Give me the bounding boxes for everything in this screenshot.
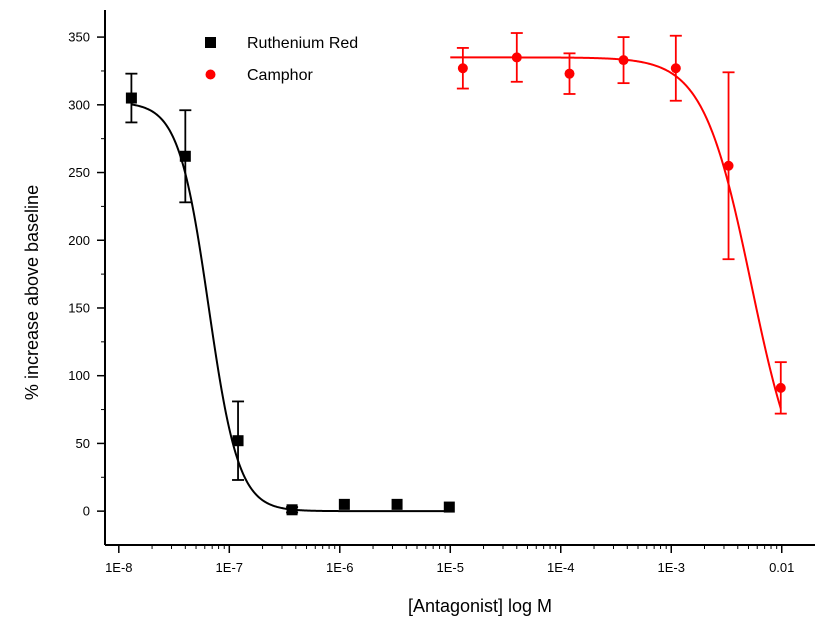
x-tick-label: 1E-8	[105, 560, 132, 575]
y-tick-label: 250	[68, 165, 90, 180]
y-tick-label: 100	[68, 368, 90, 383]
x-axis-title: [Antagonist] log M	[408, 596, 552, 616]
data-point	[564, 68, 575, 79]
legend: Ruthenium Red Camphor	[205, 35, 358, 84]
x-tick-label: 1E-6	[326, 560, 353, 575]
data-point	[670, 63, 681, 74]
y-tick-label: 300	[68, 97, 90, 112]
data-point	[723, 160, 734, 171]
legend-marker-camphor	[205, 69, 216, 80]
legend-label-ruthenium-red: Ruthenium Red	[247, 35, 358, 52]
data-point	[286, 504, 298, 516]
x-tick-label: 0.01	[769, 560, 794, 575]
data-point	[232, 435, 244, 447]
x-tick-label: 1E-3	[658, 560, 685, 575]
legend-label-camphor: Camphor	[247, 67, 313, 84]
y-tick-label: 0	[83, 504, 90, 519]
series-layer	[125, 32, 787, 516]
series-camphor	[450, 32, 787, 415]
data-point	[443, 501, 455, 513]
data-point	[618, 55, 629, 66]
data-point	[391, 498, 403, 510]
fit-curve-ruthenium-red	[131, 103, 451, 513]
series-ruthenium-red	[125, 72, 455, 516]
y-tick-label: 350	[68, 30, 90, 45]
legend-marker-ruthenium-red	[205, 37, 216, 48]
x-tick-label: 1E-7	[216, 560, 243, 575]
data-point	[179, 150, 191, 162]
y-axis-title: % increase above baseline	[22, 185, 42, 400]
data-point	[511, 52, 522, 63]
x-axis-ticks: 1E-8 1E-7 1E-6 1E-5 1E-4 1E-3 0.01	[105, 545, 794, 575]
plot-frame	[104, 10, 815, 546]
y-tick-label: 50	[76, 436, 90, 451]
y-axis-ticks: 0 50 100 150 200 250 300 350	[68, 30, 105, 519]
data-point	[457, 63, 468, 74]
fit-curve-camphor	[450, 56, 782, 409]
data-point	[125, 92, 137, 104]
data-point	[775, 382, 786, 393]
y-tick-label: 150	[68, 300, 90, 315]
y-tick-label: 200	[68, 233, 90, 248]
x-tick-label: 1E-4	[547, 560, 574, 575]
x-tick-label: 1E-5	[437, 560, 464, 575]
data-point	[338, 498, 350, 510]
